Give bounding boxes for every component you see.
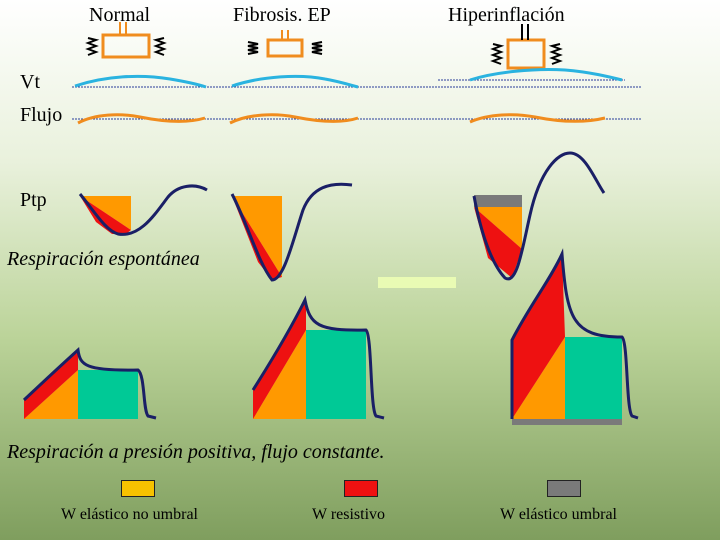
- column-header-fibrosis: Fibrosis. EP: [233, 4, 331, 26]
- legend-label-resistive: W resistivo: [312, 506, 386, 523]
- ppv-fibrosis: [251, 295, 385, 420]
- caption-positive-pressure: Respiración a presión positiva, flujo co…: [7, 441, 385, 463]
- column-header-hyperinflation: Hiperinflación: [448, 4, 565, 26]
- legend-label-elastic: W elástico no umbral: [61, 506, 198, 523]
- ptp-normal: [78, 184, 208, 236]
- flow-curve-fibrosis: [229, 113, 359, 125]
- vt-curve-hyperinflation: [469, 68, 623, 82]
- vt-curve-fibrosis: [231, 74, 359, 89]
- ptp-fibrosis: [230, 182, 353, 282]
- legend-swatch-resistive: [344, 480, 378, 497]
- flow-curve-hyperinflation: [469, 113, 606, 124]
- flow-curve-normal: [77, 113, 206, 125]
- legend-swatch-threshold: [547, 480, 581, 497]
- vt-curve-normal: [74, 74, 207, 89]
- legend-label-threshold: W elástico umbral: [500, 506, 617, 523]
- ptp-hyperinflation: [472, 151, 606, 281]
- ppv-normal: [22, 346, 157, 420]
- lung-model-hyperinflation-icon: [490, 24, 563, 70]
- highlight-box: [378, 277, 456, 288]
- row-label-ptp: Ptp: [20, 189, 47, 211]
- ppv-hyperinflation: [510, 248, 639, 425]
- legend-swatch-elastic: [121, 480, 155, 497]
- caption-spontaneous: Respiración espontánea: [7, 248, 200, 270]
- lung-model-normal-icon: [85, 22, 167, 59]
- column-header-normal: Normal: [89, 4, 151, 26]
- lung-model-fibrosis-icon: [247, 30, 323, 58]
- row-label-vt: Vt: [20, 71, 40, 93]
- row-label-flujo: Flujo: [20, 104, 63, 126]
